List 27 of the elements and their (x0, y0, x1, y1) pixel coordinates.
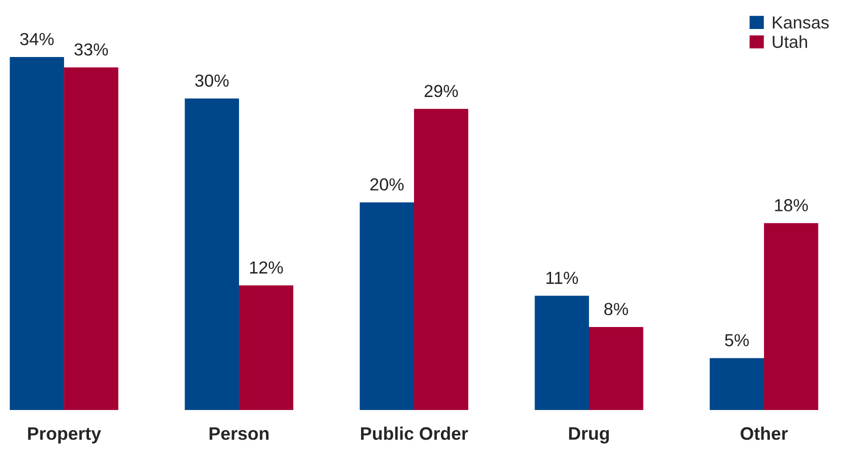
bar (710, 358, 764, 410)
data-label: 29% (424, 84, 458, 98)
bar (64, 67, 118, 410)
bar (414, 108, 468, 410)
legend-label: Kansas (772, 16, 829, 29)
bar (184, 98, 240, 410)
data-label: 11% (546, 272, 578, 284)
bar (10, 57, 64, 410)
data-label: 12% (250, 261, 283, 274)
x-tick-label: Public Order (361, 426, 468, 440)
x-tick-label: Person (210, 427, 269, 440)
bar (764, 223, 818, 410)
data-label: 30% (195, 74, 229, 87)
data-label: 33% (74, 43, 108, 56)
bar (360, 202, 414, 410)
x-tick-label: Property (28, 427, 102, 444)
x-tick-label: Other (740, 426, 788, 440)
bar (589, 326, 644, 410)
bar (239, 285, 294, 410)
data-label: 5% (725, 334, 749, 346)
legend-label: Utah (772, 35, 808, 48)
bar (534, 296, 589, 410)
data-label: 18% (775, 199, 808, 212)
data-label: 34% (20, 32, 54, 46)
data-label: 8% (604, 302, 628, 316)
x-tick-label: Drug (569, 427, 609, 444)
data-label: 20% (370, 178, 404, 191)
